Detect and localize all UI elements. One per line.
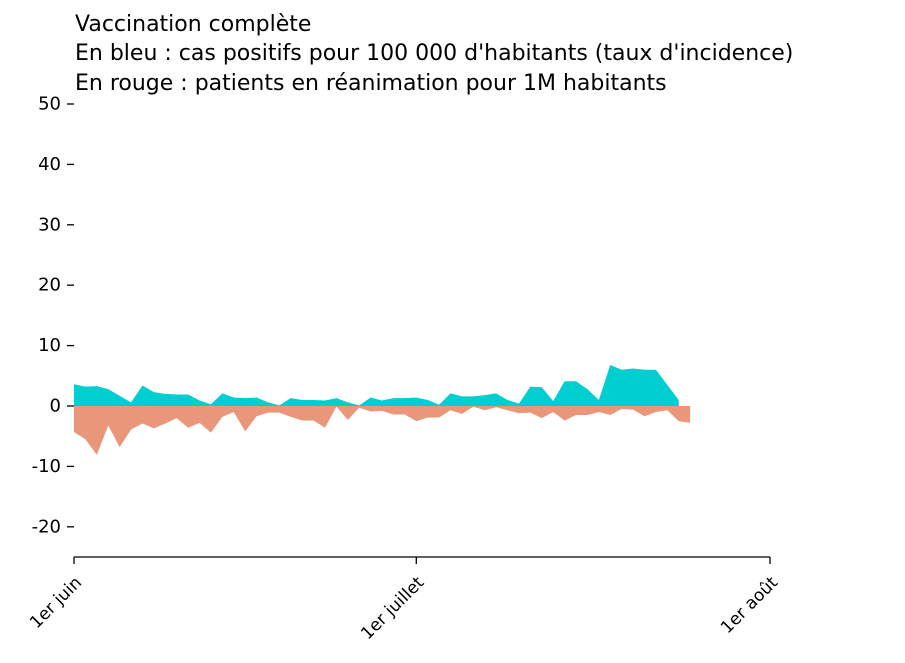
y-tick-label-1: -10 (32, 456, 61, 477)
x-tick-label-1: 1er juillet (357, 573, 428, 644)
y-tick-label-2: 0 (50, 396, 61, 417)
x-tick-label-0: 1er juin (26, 573, 86, 633)
series-0-area (74, 364, 679, 406)
axes-layer: -20 -10 0 10 20 30 40 50 1er juin 1er juillet 1er … (26, 94, 782, 644)
y-tick-label-5: 30 (38, 214, 61, 235)
x-tick-label-2: 1er août (717, 573, 782, 638)
y-tick-label-7: 50 (38, 94, 61, 115)
series-1-area (74, 406, 691, 455)
y-tick-label-4: 20 (38, 275, 61, 296)
y-tick-label-0: -20 (32, 516, 61, 537)
y-tick-label-3: 10 (38, 335, 61, 356)
chart-title-line-1: Vaccination complète (75, 12, 312, 37)
chart-title-line-3: En rouge : patients en réanimation pour … (75, 71, 667, 96)
chart-title-line-2: En bleu : cas positifs pour 100 000 d'ha… (75, 41, 794, 66)
y-tick-label-6: 40 (38, 154, 61, 175)
areas-layer (74, 364, 691, 455)
